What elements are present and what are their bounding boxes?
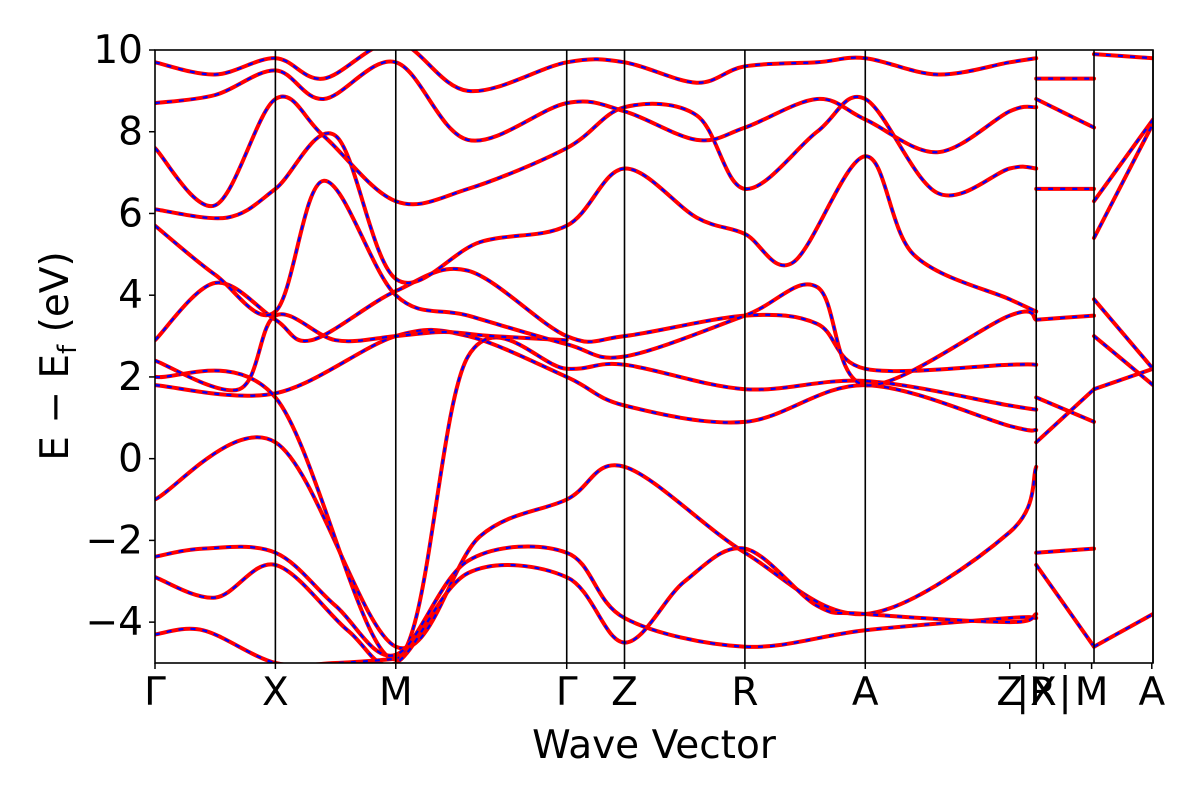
x-tick-label-6: A bbox=[852, 670, 879, 715]
band-line-dashed-14 bbox=[1035, 564, 1095, 648]
band-line-dashed-8 bbox=[155, 60, 1037, 154]
y-axis-ticks: −4 −2 0 2 4 6 8 10 bbox=[86, 28, 155, 645]
x-tick-label-9: X bbox=[1030, 670, 1057, 715]
band-line-dashed-0 bbox=[155, 436, 1038, 650]
band-line-dashed-17 bbox=[1036, 314, 1095, 321]
x-axis-ticks: Γ X M Γ Z R A Z|RX | M A bbox=[144, 663, 1165, 715]
x-tick-label-4: Z bbox=[611, 670, 638, 715]
band-line-dashed-16 bbox=[1035, 388, 1095, 444]
band-line-dashed-11 bbox=[155, 547, 1037, 663]
band-line-dashed-15 bbox=[1035, 396, 1095, 423]
band-line-10 bbox=[155, 544, 1039, 658]
band-line-dashed-23 bbox=[1093, 335, 1153, 386]
y-tick-label-1: −2 bbox=[86, 518, 144, 563]
band-line-dashed-22 bbox=[1093, 367, 1153, 391]
x-tick-label-5: R bbox=[731, 670, 758, 715]
band-line-dashed-27 bbox=[1093, 53, 1153, 60]
x-tick-label-0: Γ bbox=[144, 670, 166, 715]
y-tick-label-2: 0 bbox=[118, 437, 143, 482]
x-tick-label-3: Γ bbox=[556, 670, 578, 715]
y-tick-label-5: 6 bbox=[118, 191, 143, 236]
band-line-dashed-21 bbox=[1093, 613, 1153, 648]
plot-background bbox=[155, 50, 1153, 663]
x-tick-label-10: | bbox=[1059, 670, 1072, 715]
x-tick-label-12: A bbox=[1138, 670, 1165, 715]
x-axis-label: Wave Vector bbox=[532, 723, 777, 768]
band-line-dashed-24 bbox=[1093, 298, 1153, 370]
band-line-dashed-12 bbox=[155, 627, 396, 663]
x-tick-label-11: M bbox=[1075, 670, 1109, 715]
x-tick-label-1: X bbox=[262, 670, 289, 715]
y-tick-label-7: 10 bbox=[93, 28, 143, 73]
band-line-dashed-1 bbox=[155, 328, 1037, 432]
y-tick-label-4: 4 bbox=[118, 273, 143, 318]
band-line-dashed-9 bbox=[155, 50, 1037, 93]
x-tick-label-7: Z bbox=[996, 670, 1023, 715]
y-tick-label-3: 2 bbox=[118, 355, 143, 400]
y-tick-label-0: −4 bbox=[86, 600, 144, 645]
x-tick-label-8: |R bbox=[1016, 670, 1056, 715]
band-line-dashed-26 bbox=[1093, 118, 1153, 202]
band-line-dashed-3 bbox=[155, 313, 567, 392]
y-tick-label-6: 8 bbox=[118, 110, 143, 155]
x-tick-label-2: M bbox=[379, 670, 413, 715]
y-axis-label: E − Ef (eV) bbox=[33, 251, 83, 460]
y-axis-label-subscript: f bbox=[53, 344, 83, 354]
band-line-dashed-13 bbox=[1036, 547, 1095, 554]
plot-frame bbox=[154, 49, 1154, 664]
y-axis-label-unit: (eV) bbox=[33, 251, 78, 345]
band-line-dashed-19 bbox=[1035, 98, 1095, 129]
band-line-dashed-25 bbox=[1093, 123, 1153, 239]
y-axis-label-main: E − E bbox=[33, 354, 78, 461]
